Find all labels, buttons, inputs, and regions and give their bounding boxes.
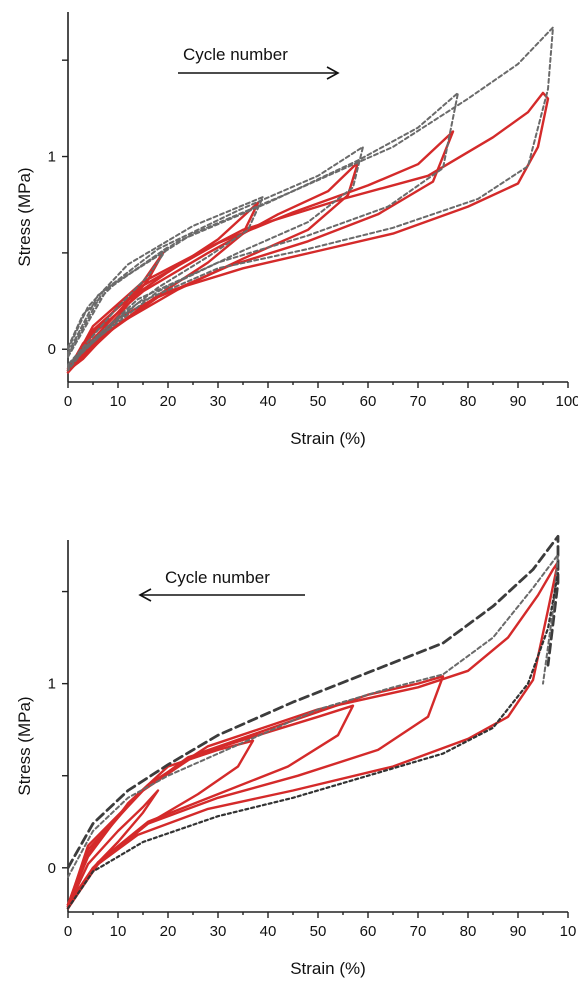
x-tick-label: 60 — [360, 393, 377, 410]
hysteresis-loop-5 — [66, 91, 550, 374]
x-tick-label: 70 — [410, 923, 427, 940]
x-tick-label: 100 — [555, 393, 578, 410]
y-axis-title: Stress (MPa) — [15, 167, 34, 266]
x-tick-label: 40 — [260, 923, 277, 940]
x-tick-label: 20 — [160, 923, 177, 940]
x-tick-label: 40 — [260, 393, 277, 410]
cycle-number-label: Cycle number — [183, 45, 288, 64]
x-tick-label: 90 — [510, 923, 527, 940]
x-tick-label: 0 — [64, 923, 72, 940]
x-tick-label: 10 — [110, 923, 127, 940]
x-tick-label: 50 — [310, 923, 327, 940]
y-tick-label: 1 — [48, 676, 56, 693]
hysteresis-loop-2 — [66, 739, 255, 908]
x-tick-label: 50 — [310, 393, 327, 410]
hysteresis-loop-8 — [67, 145, 364, 368]
x-tick-label: 70 — [410, 393, 427, 410]
x-tick-label: 80 — [460, 393, 477, 410]
hysteresis-loop-10 — [67, 26, 554, 372]
x-tick-label: 30 — [210, 923, 227, 940]
x-tick-label: 20 — [160, 393, 177, 410]
x-axis-title: Strain (%) — [290, 959, 366, 978]
y-axis-title: Stress (MPa) — [15, 696, 34, 795]
hysteresis-loop-7 — [67, 553, 559, 878]
cycle-arrow-head — [138, 588, 152, 602]
hysteresis-loop-3 — [66, 161, 360, 372]
x-tick-label: 60 — [360, 923, 377, 940]
x-tick-label: 10 — [110, 393, 127, 410]
x-tick-label: 90 — [510, 393, 527, 410]
y-tick-label: 1 — [48, 149, 56, 166]
cycle-arrow-head — [326, 66, 340, 80]
hysteresis-loop-9 — [67, 91, 459, 370]
x-tick-label: 10 — [560, 923, 577, 940]
hysteresis-loop-4 — [66, 675, 445, 910]
y-tick-label: 0 — [48, 860, 56, 877]
x-axis-title: Strain (%) — [290, 429, 366, 448]
x-tick-label: 80 — [460, 923, 477, 940]
hysteresis-loop-6 — [66, 534, 560, 870]
x-tick-label: 30 — [210, 393, 227, 410]
x-tick-label: 0 — [64, 393, 72, 410]
chart-1: 0 10 20 30 40 50 60 70 80 90 100 0 1 Strain (%) Stress… — [15, 12, 578, 448]
y-tick-label: 0 — [48, 341, 56, 358]
cycle-number-label: Cycle number — [165, 568, 270, 587]
hysteresis-loop-8 — [66, 572, 560, 910]
